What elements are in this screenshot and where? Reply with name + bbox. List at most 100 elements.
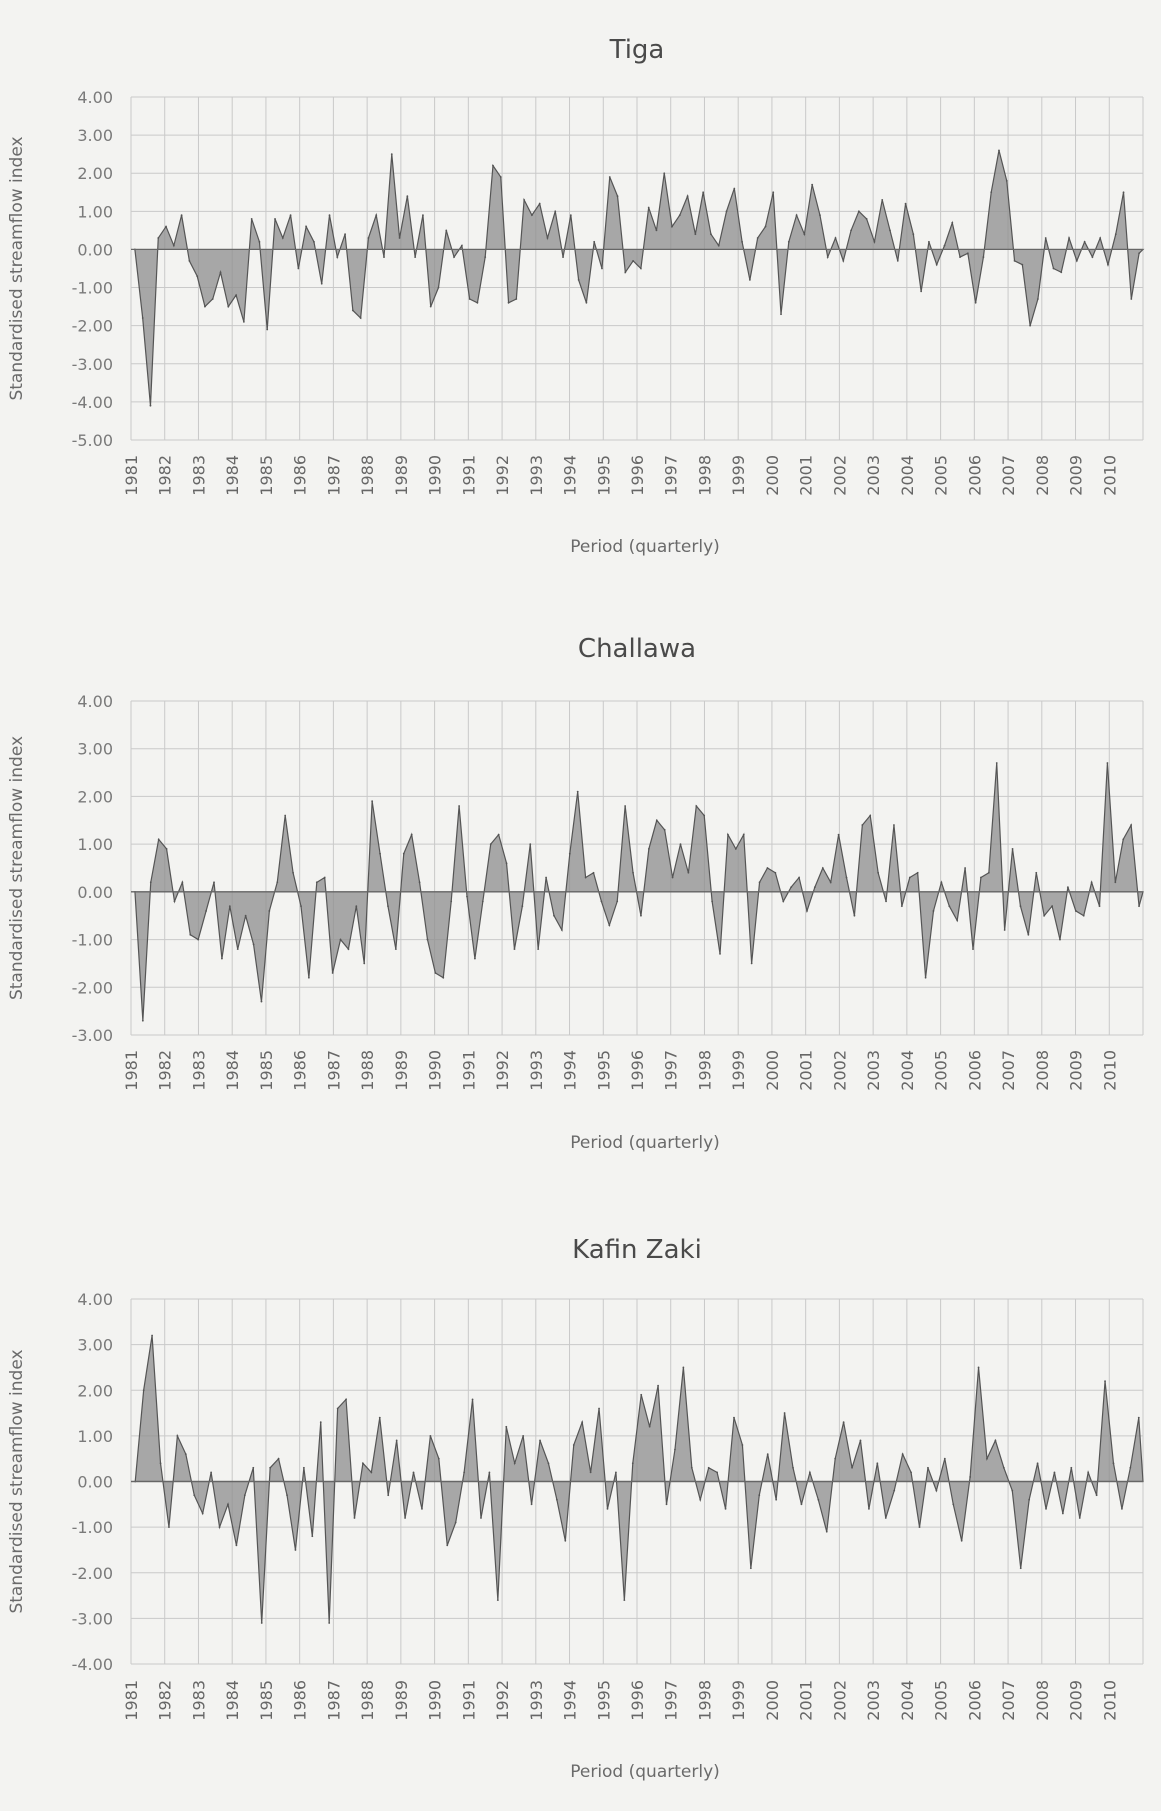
x-tick-label: 2004 <box>898 1050 917 1091</box>
data-point <box>616 195 619 197</box>
data-point <box>268 910 271 912</box>
data-point <box>488 1471 491 1474</box>
data-point <box>445 229 448 232</box>
data-point <box>792 1466 794 1469</box>
data-point <box>395 1439 398 1442</box>
x-tick-label: 2009 <box>1067 1050 1086 1091</box>
x-tick-label: 2007 <box>999 1680 1018 1721</box>
data-point <box>572 1444 575 1446</box>
data-point <box>235 294 237 297</box>
data-point <box>568 852 571 855</box>
x-tick-label: 2000 <box>763 455 782 496</box>
x-tick-label: 1991 <box>459 1050 478 1091</box>
data-point <box>1019 905 1022 908</box>
x-tick-label: 1981 <box>122 455 141 496</box>
data-point <box>1087 1471 1090 1474</box>
x-tick-label: 1999 <box>729 1680 748 1721</box>
data-point <box>260 1000 263 1003</box>
x-tick-label: 1988 <box>358 1050 377 1091</box>
data-point <box>994 1439 997 1442</box>
data-point <box>538 202 541 205</box>
data-point <box>507 301 510 304</box>
data-point <box>412 1471 415 1474</box>
y-tick-label: 4.00 <box>77 88 113 107</box>
y-axis-title: Standardised streamflow index <box>7 136 27 400</box>
x-tick-label: 1995 <box>594 1050 613 1091</box>
data-point <box>165 848 168 850</box>
data-point <box>1074 910 1077 912</box>
data-point <box>766 867 769 869</box>
data-point <box>758 1494 761 1497</box>
x-axis-title: Period (quarterly) <box>570 1133 720 1153</box>
data-point <box>861 824 864 826</box>
data-point <box>429 305 432 308</box>
data-point <box>990 191 993 194</box>
y-tick-label: 1.00 <box>77 835 113 854</box>
chart-title: Challawa <box>578 634 696 664</box>
data-point <box>608 176 611 178</box>
data-point <box>1003 929 1006 931</box>
x-tick-label: 2004 <box>898 1680 917 1721</box>
data-point <box>798 876 800 879</box>
data-point <box>398 237 401 239</box>
data-point <box>1011 848 1014 850</box>
y-tick-label: -1.00 <box>72 931 113 950</box>
y-axis-title: Standardised streamflow index <box>7 736 27 1000</box>
data-point <box>157 237 160 239</box>
data-point <box>593 240 596 243</box>
x-tick-label: 1997 <box>662 455 681 496</box>
data-point <box>1035 871 1038 874</box>
data-point <box>453 256 455 258</box>
data-point <box>826 256 829 258</box>
data-point <box>362 1462 364 1465</box>
data-point <box>775 1498 778 1501</box>
x-tick-label: 1986 <box>291 455 310 496</box>
x-tick-label: 1990 <box>426 455 445 496</box>
data-point <box>1043 914 1046 917</box>
data-point <box>678 214 681 217</box>
data-point <box>703 814 706 817</box>
y-tick-label: -4.00 <box>72 393 113 412</box>
data-point <box>383 256 385 258</box>
data-point <box>292 871 294 874</box>
data-point <box>211 298 214 300</box>
data-point <box>631 1462 634 1465</box>
x-tick-label: 1995 <box>594 455 613 496</box>
data-point <box>497 833 500 836</box>
y-tick-label: 4.00 <box>77 1290 113 1309</box>
x-tick-label: 1994 <box>561 455 580 496</box>
data-point <box>741 240 743 243</box>
data-point <box>159 1462 162 1465</box>
data-point <box>884 1517 887 1519</box>
data-point <box>531 214 533 217</box>
x-tick-label: 1996 <box>628 455 647 496</box>
data-point <box>442 976 445 979</box>
x-tick-label: 1986 <box>291 1680 310 1721</box>
data-point <box>281 237 284 239</box>
data-point <box>331 972 334 974</box>
data-point <box>336 256 339 258</box>
data-point <box>647 848 650 850</box>
chart-title: Kafin Zaki <box>572 1235 702 1265</box>
data-point <box>404 1517 406 1519</box>
data-point <box>492 164 494 167</box>
data-point <box>893 1489 896 1492</box>
data-point <box>980 876 982 879</box>
data-point <box>313 240 315 243</box>
data-point <box>908 876 911 879</box>
chart-title: Tiga <box>609 35 665 65</box>
data-point <box>142 1389 145 1392</box>
data-point <box>276 881 279 884</box>
x-tick-label: 2005 <box>932 455 951 496</box>
data-point <box>834 237 837 239</box>
data-point <box>172 244 175 247</box>
x-tick-label: 2006 <box>965 455 984 496</box>
data-point <box>320 282 323 285</box>
data-point <box>505 862 508 865</box>
data-point <box>151 1334 153 1337</box>
data-point <box>624 805 627 807</box>
data-point <box>274 218 276 220</box>
data-point <box>454 1521 457 1524</box>
data-point <box>422 214 424 217</box>
x-tick-label: 1998 <box>695 1680 714 1721</box>
